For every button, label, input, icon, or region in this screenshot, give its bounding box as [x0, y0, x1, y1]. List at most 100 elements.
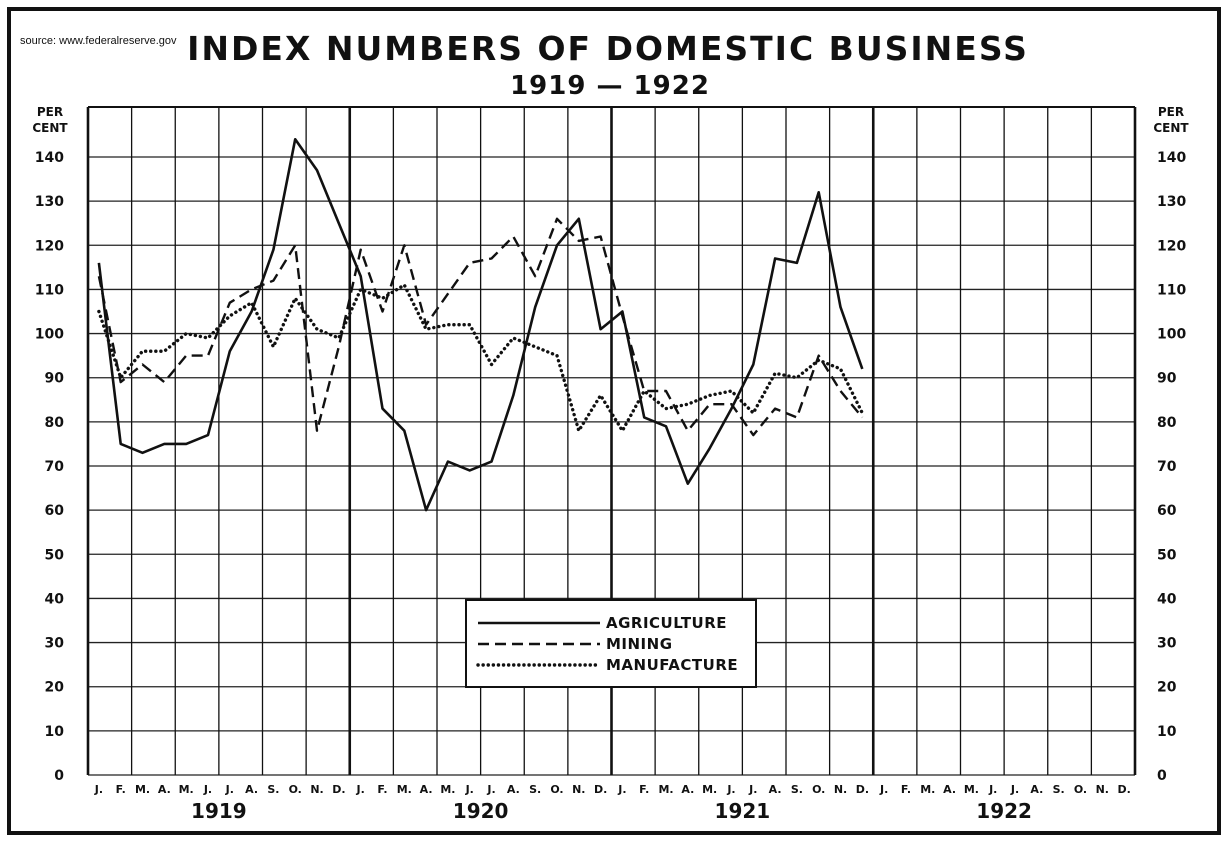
month-label-1922-10: O. — [1074, 783, 1087, 796]
month-label-1922-8: A. — [1030, 783, 1043, 796]
y-tick-left-110: 110 — [35, 282, 64, 298]
month-label-1921-5: M. — [702, 783, 717, 796]
y-tick-right-130: 130 — [1157, 194, 1186, 210]
legend-label-manufacture: MANUFACTURE — [606, 656, 738, 674]
y-tick-left-90: 90 — [45, 371, 65, 387]
month-label-1921-1: J. — [617, 783, 626, 796]
month-label-1920-9: S. — [529, 783, 541, 796]
y-tick-left-130: 130 — [35, 194, 64, 210]
month-label-1920-3: M. — [397, 783, 412, 796]
y-unit-left-line2: CENT — [32, 121, 68, 135]
month-label-1921-4: A. — [681, 783, 694, 796]
month-label-1921-7: J. — [748, 783, 757, 796]
month-label-1919-3: M. — [135, 783, 150, 796]
month-label-1920-12: D. — [594, 783, 607, 796]
y-unit-right-line2: CENT — [1153, 121, 1189, 135]
chart-subtitle: 1919 — 1922 — [510, 71, 710, 101]
source-text: source: www.federalreserve.gov — [20, 35, 177, 47]
y-tick-left-60: 60 — [45, 503, 65, 519]
y-tick-right-140: 140 — [1157, 150, 1186, 166]
y-tick-labels: 0 0 10 10 20 20 30 30 40 40 50 50 60 60 70 70 80 80 90 90 10… — [35, 150, 1187, 784]
month-label-1920-7: J. — [486, 783, 495, 796]
month-label-1921-10: O. — [812, 783, 825, 796]
year-label-1921: 1921 — [715, 799, 771, 823]
month-label-1921-9: S. — [791, 783, 803, 796]
series-line-mining — [97, 217, 864, 437]
month-label-1921-2: F. — [639, 783, 649, 796]
y-tick-left-100: 100 — [35, 327, 64, 343]
y-tick-right-90: 90 — [1157, 371, 1177, 387]
grid — [86, 106, 1137, 776]
y-tick-left-40: 40 — [45, 591, 65, 607]
month-label-1919-4: A. — [158, 783, 171, 796]
month-label-1922-3: M. — [920, 783, 935, 796]
y-tick-right-50: 50 — [1157, 547, 1177, 563]
y-tick-left-80: 80 — [45, 415, 65, 431]
year-label-1920: 1920 — [453, 799, 509, 823]
y-tick-left-30: 30 — [45, 636, 65, 652]
series-line-manufacture — [97, 283, 864, 433]
y-tick-left-50: 50 — [45, 547, 65, 563]
month-label-1919-1: J. — [94, 783, 103, 796]
month-label-1919-10: O. — [289, 783, 302, 796]
month-label-1921-8: A. — [769, 783, 782, 796]
y-tick-right-40: 40 — [1157, 591, 1177, 607]
series-line-agriculture — [97, 138, 864, 512]
legend-label-mining: MINING — [606, 635, 673, 653]
y-tick-right-110: 110 — [1157, 282, 1186, 298]
month-label-1922-9: S. — [1053, 783, 1065, 796]
outer-border — [7, 7, 1221, 835]
month-label-1919-12: D. — [332, 783, 345, 796]
month-label-1920-6: J. — [465, 783, 474, 796]
month-label-1920-5: M. — [440, 783, 455, 796]
y-tick-left-70: 70 — [45, 459, 65, 475]
month-label-1919-6: J. — [203, 783, 212, 796]
month-label-1920-1: J. — [356, 783, 365, 796]
y-tick-left-120: 120 — [35, 238, 64, 254]
month-label-1920-4: A. — [420, 783, 433, 796]
series-lines — [97, 138, 864, 512]
x-tick-labels: J. F. M. A. M. J. J. A. S. O. N. D. 1919 J. F. M. A. M. J.… — [94, 783, 1131, 823]
y-tick-right-10: 10 — [1157, 724, 1177, 740]
y-tick-right-100: 100 — [1157, 327, 1186, 343]
y-unit-left-line1: PER — [37, 105, 63, 119]
legend-label-agriculture: AGRICULTURE — [606, 614, 727, 632]
month-label-1919-11: N. — [310, 783, 323, 796]
month-label-1919-8: A. — [245, 783, 258, 796]
month-label-1920-8: A. — [507, 783, 520, 796]
y-tick-right-70: 70 — [1157, 459, 1177, 475]
month-label-1919-2: F. — [116, 783, 126, 796]
month-label-1922-11: N. — [1096, 783, 1109, 796]
month-label-1920-10: O. — [550, 783, 563, 796]
month-label-1920-2: F. — [377, 783, 387, 796]
month-label-1922-12: D. — [1117, 783, 1130, 796]
month-label-1922-6: J. — [988, 783, 997, 796]
month-label-1919-5: M. — [179, 783, 194, 796]
y-tick-right-0: 0 — [1157, 768, 1167, 784]
month-label-1921-6: J. — [726, 783, 735, 796]
y-tick-left-0: 0 — [54, 768, 64, 784]
y-tick-right-20: 20 — [1157, 680, 1177, 696]
month-label-1919-9: S. — [267, 783, 279, 796]
year-label-1919: 1919 — [191, 799, 247, 823]
month-label-1921-11: N. — [834, 783, 847, 796]
month-label-1921-3: M. — [658, 783, 673, 796]
legend: AGRICULTURE MINING MANUFACTURE — [465, 599, 757, 688]
year-label-1922: 1922 — [976, 799, 1032, 823]
y-tick-left-140: 140 — [35, 150, 64, 166]
month-label-1922-2: F. — [901, 783, 911, 796]
y-tick-right-60: 60 — [1157, 503, 1177, 519]
y-unit-right-line1: PER — [1158, 105, 1184, 119]
month-label-1922-4: A. — [943, 783, 956, 796]
y-tick-right-80: 80 — [1157, 415, 1177, 431]
month-label-1921-12: D. — [856, 783, 869, 796]
y-tick-right-30: 30 — [1157, 636, 1177, 652]
month-label-1922-5: M. — [964, 783, 979, 796]
y-tick-left-10: 10 — [45, 724, 65, 740]
y-tick-left-20: 20 — [45, 680, 65, 696]
month-label-1920-11: N. — [572, 783, 585, 796]
month-label-1922-1: J. — [879, 783, 888, 796]
month-label-1919-7: J. — [225, 783, 234, 796]
y-tick-right-120: 120 — [1157, 238, 1186, 254]
